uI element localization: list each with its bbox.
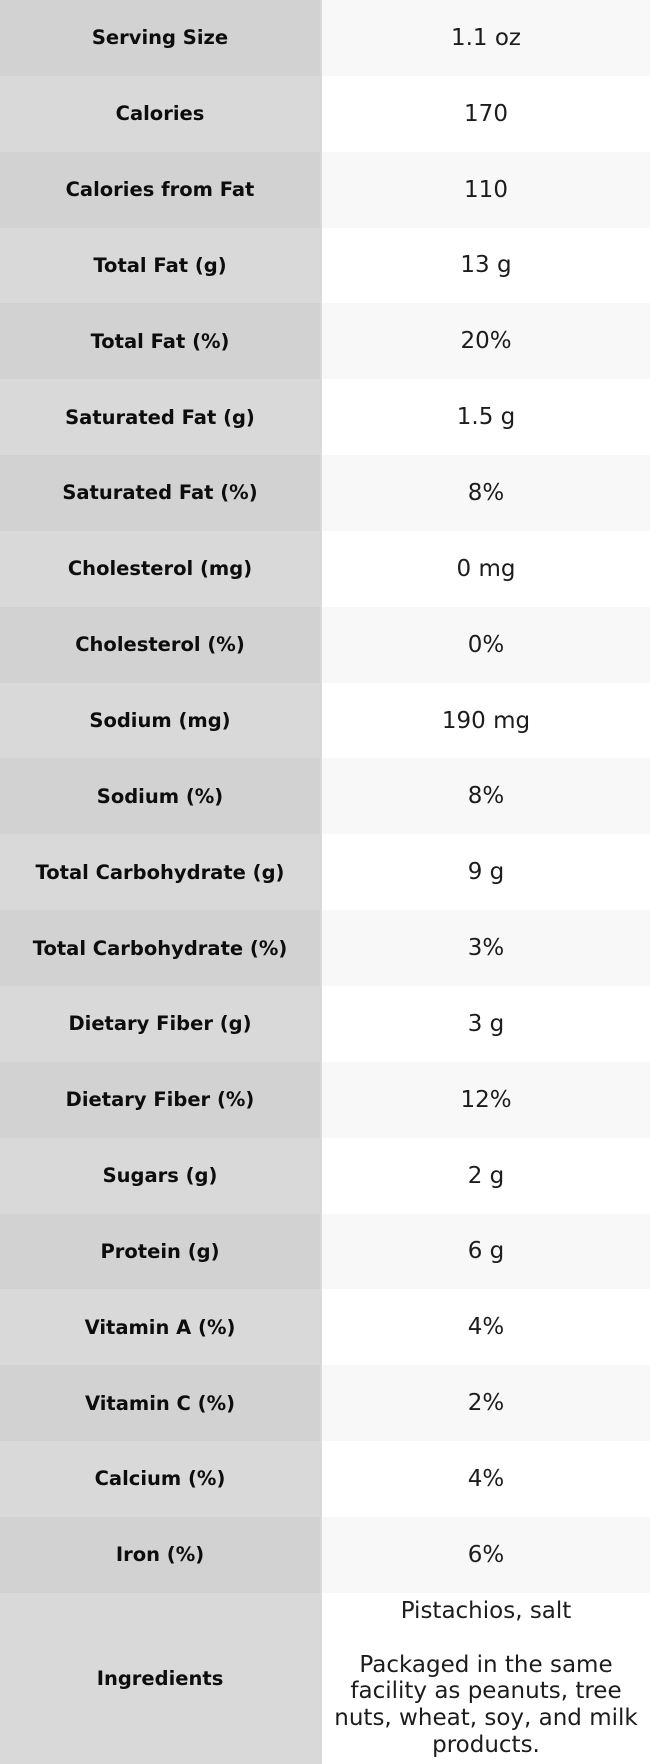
table-row: Vitamin A (%) 4%: [0, 1289, 650, 1366]
nutrient-value: 4%: [322, 1441, 650, 1517]
table-row: Cholesterol (%) 0%: [0, 606, 650, 683]
allergen-statement: Packaged in the same facility as peanuts…: [334, 1651, 638, 1758]
nutrient-label: Ingredients: [0, 1592, 322, 1764]
nutrient-label: Protein (g): [0, 1213, 322, 1290]
nutrient-value: 3 g: [322, 985, 650, 1062]
nutrient-label: Saturated Fat (g): [0, 379, 322, 456]
nutrient-value: 0%: [322, 606, 650, 683]
table-row: Calcium (%) 4%: [0, 1441, 650, 1517]
nutrient-label: Vitamin A (%): [0, 1289, 322, 1366]
nutrient-label: Iron (%): [0, 1516, 322, 1593]
table-row: Cholesterol (mg) 0 mg: [0, 530, 650, 607]
table-row: Sodium (%) 8%: [0, 758, 650, 835]
table-row: Sodium (mg) 190 mg: [0, 682, 650, 759]
table-row: Calories 170: [0, 75, 650, 152]
nutrient-label: Total Fat (%): [0, 303, 322, 380]
table-row: Sugars (g) 2 g: [0, 1137, 650, 1214]
table-row: Dietary Fiber (%) 12%: [0, 1061, 650, 1138]
table-row: Saturated Fat (g) 1.5 g: [0, 379, 650, 456]
nutrient-value: 9 g: [322, 834, 650, 911]
table-row: Calories from Fat 110: [0, 151, 650, 228]
ingredients-list: Pistachios, salt: [400, 1598, 572, 1625]
nutrient-value: 3%: [322, 910, 650, 986]
nutrient-label: Saturated Fat (%): [0, 455, 322, 531]
table-row: Ingredients Pistachios, salt Packaged in …: [0, 1592, 650, 1764]
table-row: Dietary Fiber (g) 3 g: [0, 985, 650, 1062]
nutrient-label: Sodium (%): [0, 758, 322, 835]
nutrient-label: Sugars (g): [0, 1137, 322, 1214]
ingredients-value: Pistachios, salt Packaged in the same fac…: [322, 1592, 650, 1764]
nutrient-value: 8%: [322, 455, 650, 531]
nutrient-label: Calories from Fat: [0, 151, 322, 228]
nutrient-label: Cholesterol (mg): [0, 530, 322, 607]
nutrient-label: Cholesterol (%): [0, 606, 322, 683]
nutrient-label: Sodium (mg): [0, 682, 322, 759]
table-row: Vitamin C (%) 2%: [0, 1365, 650, 1442]
nutrient-value: 110: [322, 151, 650, 228]
nutrient-value: 170: [322, 75, 650, 152]
nutrient-label: Total Fat (g): [0, 227, 322, 304]
nutrient-value: 190 mg: [322, 682, 650, 759]
nutrient-value: 1.5 g: [322, 379, 650, 456]
table-row: Total Fat (%) 20%: [0, 303, 650, 380]
nutrient-value: 1.1 oz: [322, 0, 650, 76]
nutrient-value: 0 mg: [322, 530, 650, 607]
nutrient-label: Dietary Fiber (g): [0, 985, 322, 1062]
nutrient-value: 6%: [322, 1516, 650, 1593]
nutrient-label: Total Carbohydrate (g): [0, 834, 322, 911]
nutrient-value: 8%: [322, 758, 650, 835]
nutrient-value: 12%: [322, 1061, 650, 1138]
nutrient-value: 13 g: [322, 227, 650, 304]
nutrient-value: 2 g: [322, 1137, 650, 1214]
table-row: Serving Size 1.1 oz: [0, 0, 650, 76]
nutrient-label: Calories: [0, 75, 322, 152]
nutrient-label: Serving Size: [0, 0, 322, 76]
table-row: Total Fat (g) 13 g: [0, 227, 650, 304]
table-row: Total Carbohydrate (%) 3%: [0, 910, 650, 986]
table-row: Saturated Fat (%) 8%: [0, 455, 650, 531]
nutrient-value: 20%: [322, 303, 650, 380]
table-row: Total Carbohydrate (g) 9 g: [0, 834, 650, 911]
nutrient-label: Calcium (%): [0, 1441, 322, 1517]
nutrient-label: Dietary Fiber (%): [0, 1061, 322, 1138]
table-row: Iron (%) 6%: [0, 1516, 650, 1593]
table-row: Protein (g) 6 g: [0, 1213, 650, 1290]
nutrient-label: Total Carbohydrate (%): [0, 910, 322, 986]
nutrient-value: 6 g: [322, 1213, 650, 1290]
nutrient-label: Vitamin C (%): [0, 1365, 322, 1442]
nutrient-value: 4%: [322, 1289, 650, 1366]
nutrient-value: 2%: [322, 1365, 650, 1442]
